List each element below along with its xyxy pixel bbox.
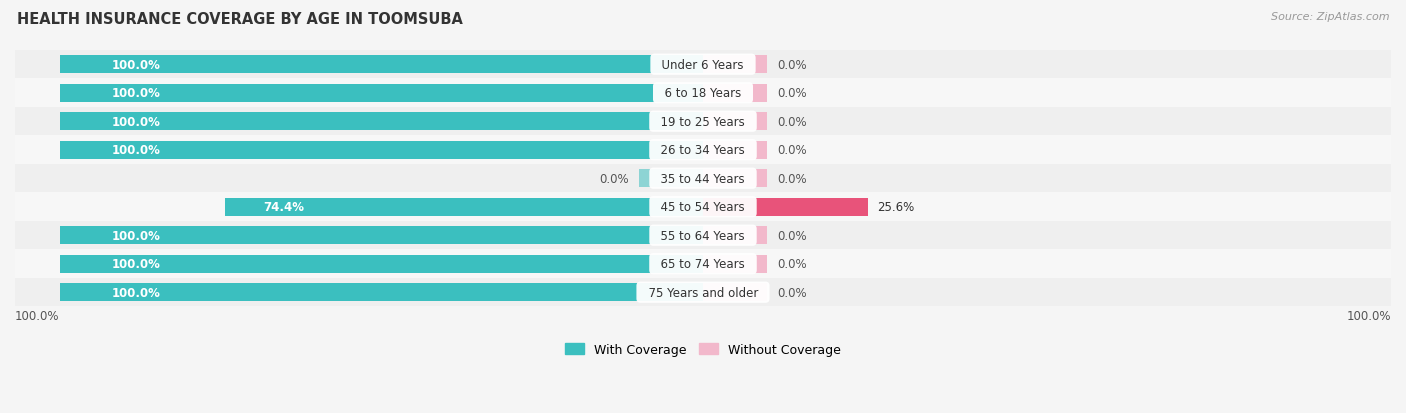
Text: 45 to 54 Years: 45 to 54 Years xyxy=(654,201,752,214)
Text: 0.0%: 0.0% xyxy=(778,258,807,271)
Bar xyxy=(703,113,768,131)
Text: 100.0%: 100.0% xyxy=(111,286,160,299)
Legend: With Coverage, Without Coverage: With Coverage, Without Coverage xyxy=(561,338,845,361)
Text: 0.0%: 0.0% xyxy=(778,286,807,299)
Text: 0.0%: 0.0% xyxy=(778,87,807,100)
Text: 19 to 25 Years: 19 to 25 Years xyxy=(654,115,752,128)
Bar xyxy=(15,278,1391,307)
Bar xyxy=(703,56,768,74)
Bar xyxy=(60,227,703,244)
Bar xyxy=(15,250,1391,278)
Text: 26 to 34 Years: 26 to 34 Years xyxy=(654,144,752,157)
Text: 100.0%: 100.0% xyxy=(111,258,160,271)
Bar xyxy=(15,79,1391,108)
Text: 0.0%: 0.0% xyxy=(778,115,807,128)
Bar xyxy=(60,142,703,159)
Text: 100.0%: 100.0% xyxy=(111,115,160,128)
Text: 6 to 18 Years: 6 to 18 Years xyxy=(657,87,749,100)
Bar xyxy=(15,221,1391,250)
Bar xyxy=(703,170,768,188)
Text: 74.4%: 74.4% xyxy=(263,201,304,214)
Text: Under 6 Years: Under 6 Years xyxy=(655,59,751,71)
Bar xyxy=(703,142,768,159)
Text: 0.0%: 0.0% xyxy=(778,59,807,71)
Text: 100.0%: 100.0% xyxy=(111,87,160,100)
Bar xyxy=(638,170,703,188)
Bar xyxy=(60,56,703,74)
Text: 0.0%: 0.0% xyxy=(778,144,807,157)
Bar xyxy=(703,198,868,216)
Bar xyxy=(15,51,1391,79)
Bar xyxy=(15,136,1391,164)
Bar xyxy=(60,85,703,102)
Text: 100.0%: 100.0% xyxy=(111,59,160,71)
Bar xyxy=(703,284,768,301)
Bar xyxy=(225,198,703,216)
Text: 100.0%: 100.0% xyxy=(1347,309,1391,323)
Text: 0.0%: 0.0% xyxy=(599,172,628,185)
Text: 75 Years and older: 75 Years and older xyxy=(641,286,765,299)
Bar xyxy=(15,193,1391,221)
Text: HEALTH INSURANCE COVERAGE BY AGE IN TOOMSUBA: HEALTH INSURANCE COVERAGE BY AGE IN TOOM… xyxy=(17,12,463,27)
Text: Source: ZipAtlas.com: Source: ZipAtlas.com xyxy=(1271,12,1389,22)
Bar xyxy=(703,255,768,273)
Bar xyxy=(703,85,768,102)
Text: 0.0%: 0.0% xyxy=(778,172,807,185)
Bar xyxy=(15,164,1391,193)
Text: 65 to 74 Years: 65 to 74 Years xyxy=(654,258,752,271)
Text: 25.6%: 25.6% xyxy=(877,201,914,214)
Text: 35 to 44 Years: 35 to 44 Years xyxy=(654,172,752,185)
Bar xyxy=(15,108,1391,136)
Bar xyxy=(703,227,768,244)
Text: 55 to 64 Years: 55 to 64 Years xyxy=(654,229,752,242)
Bar xyxy=(60,284,703,301)
Text: 100.0%: 100.0% xyxy=(111,229,160,242)
Bar xyxy=(60,113,703,131)
Text: 0.0%: 0.0% xyxy=(778,229,807,242)
Text: 100.0%: 100.0% xyxy=(111,144,160,157)
Bar xyxy=(60,255,703,273)
Text: 100.0%: 100.0% xyxy=(15,309,59,323)
